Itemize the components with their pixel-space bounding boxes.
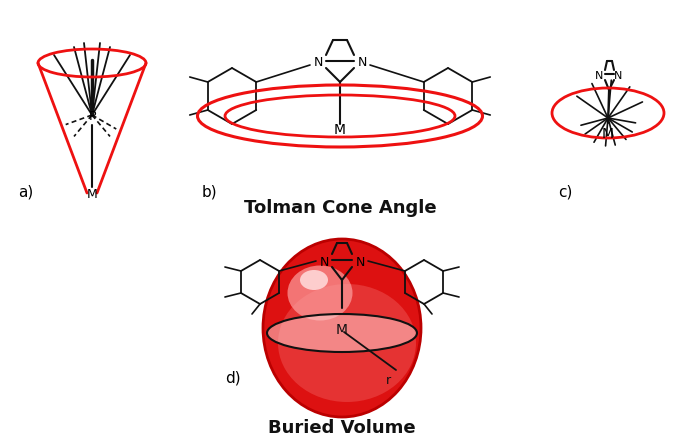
Text: M: M xyxy=(334,123,346,137)
Ellipse shape xyxy=(288,265,352,321)
Text: N: N xyxy=(313,56,323,70)
Text: c): c) xyxy=(558,184,572,199)
Ellipse shape xyxy=(278,284,416,402)
Ellipse shape xyxy=(263,239,421,417)
Ellipse shape xyxy=(300,270,328,290)
Text: M: M xyxy=(602,127,614,141)
Text: N: N xyxy=(355,255,365,269)
Text: d): d) xyxy=(225,370,241,385)
Text: N: N xyxy=(357,56,367,70)
Text: P: P xyxy=(88,111,96,123)
Text: Buried Volume: Buried Volume xyxy=(268,419,416,437)
Text: r: r xyxy=(385,374,391,386)
Text: N: N xyxy=(614,71,622,81)
Text: a): a) xyxy=(18,184,33,199)
Text: N: N xyxy=(319,255,329,269)
Text: b): b) xyxy=(202,184,217,199)
Text: M: M xyxy=(87,188,98,202)
Text: Tolman Cone Angle: Tolman Cone Angle xyxy=(244,199,436,217)
Ellipse shape xyxy=(267,314,417,352)
Text: M: M xyxy=(336,323,348,337)
Text: N: N xyxy=(595,71,603,81)
